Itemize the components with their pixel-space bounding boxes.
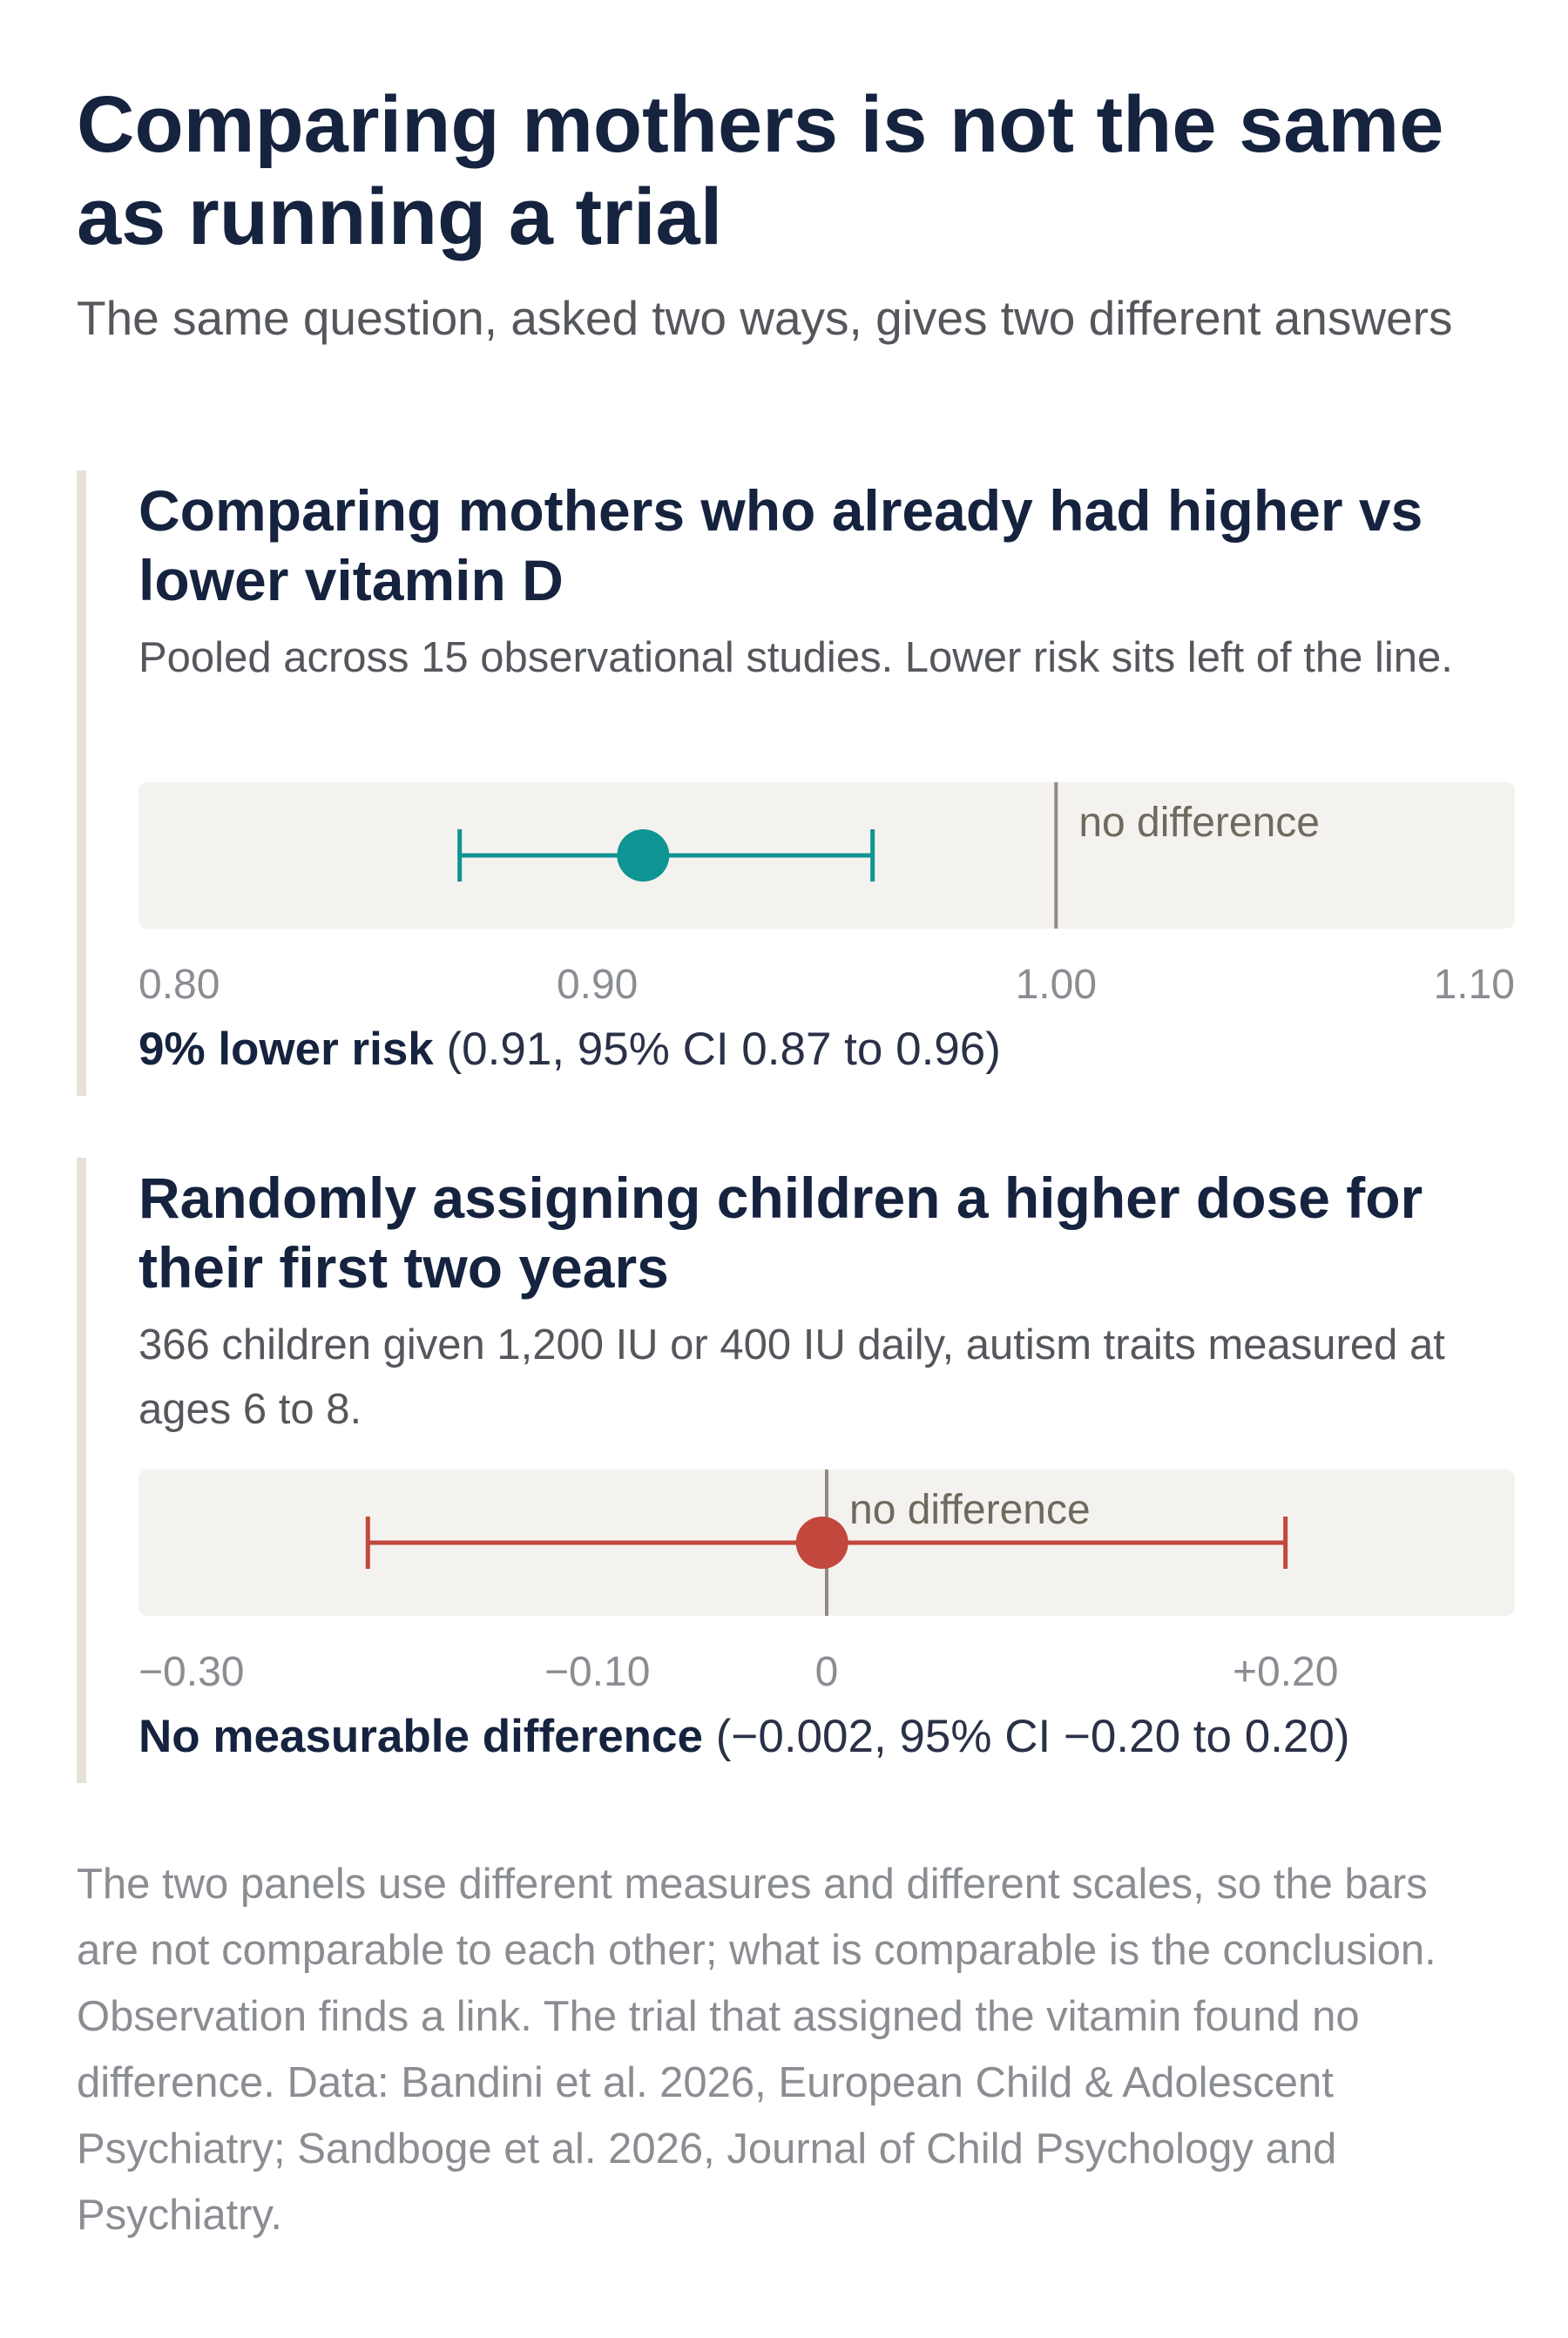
- reference-label: no difference: [849, 1487, 1091, 1533]
- result-lead: 9% lower risk: [139, 1024, 434, 1075]
- result-detail: (−0.002, 95% CI −0.20 to 0.20): [715, 1711, 1350, 1762]
- observational-panel: Comparing mothers who already had higher…: [77, 470, 1515, 1096]
- tick-label: −0.10: [544, 1649, 650, 1695]
- result-detail: (0.91, 95% CI 0.87 to 0.96): [446, 1024, 1001, 1075]
- tick-label: 0.80: [139, 962, 220, 1008]
- panel-title: Comparing mothers who already had higher…: [139, 478, 1423, 612]
- trial-forest-plot: no difference −0.30 −0.10 0 +0.20: [139, 1470, 1515, 1695]
- panel-result: 9% lower risk (0.91, 95% CI 0.87 to 0.96…: [139, 1019, 1506, 1080]
- footnote: The two panels use different measures an…: [77, 1861, 1436, 2239]
- tick-label: −0.30: [139, 1649, 244, 1695]
- panel-note: Pooled across 15 observational studies. …: [139, 634, 1453, 681]
- tick-label: 1.10: [1434, 962, 1515, 1008]
- panel-result: No measurable difference (−0.002, 95% CI…: [139, 1706, 1506, 1767]
- point-estimate: [795, 1517, 848, 1569]
- tick-label: +0.20: [1233, 1649, 1338, 1695]
- result-lead: No measurable difference: [139, 1711, 704, 1762]
- panel-note: 366 children given 1,200 IU or 400 IU da…: [139, 1321, 1445, 1433]
- page-subtitle: The same question, asked two ways, gives…: [77, 291, 1453, 345]
- tick-label: 0.90: [557, 962, 638, 1008]
- trial-panel: Randomly assigning children a higher dos…: [77, 1158, 1515, 1783]
- page-title: Comparing mothers is not the same as run…: [77, 80, 1444, 261]
- tick-label: 1.00: [1016, 962, 1097, 1008]
- reference-label: no difference: [1078, 800, 1320, 846]
- observational-forest-plot: no difference 0.80 0.90 1.00 1.10: [139, 782, 1515, 1008]
- panel-title: Randomly assigning children a higher dos…: [139, 1166, 1423, 1300]
- tick-label: 0: [815, 1649, 839, 1695]
- point-estimate: [617, 829, 670, 882]
